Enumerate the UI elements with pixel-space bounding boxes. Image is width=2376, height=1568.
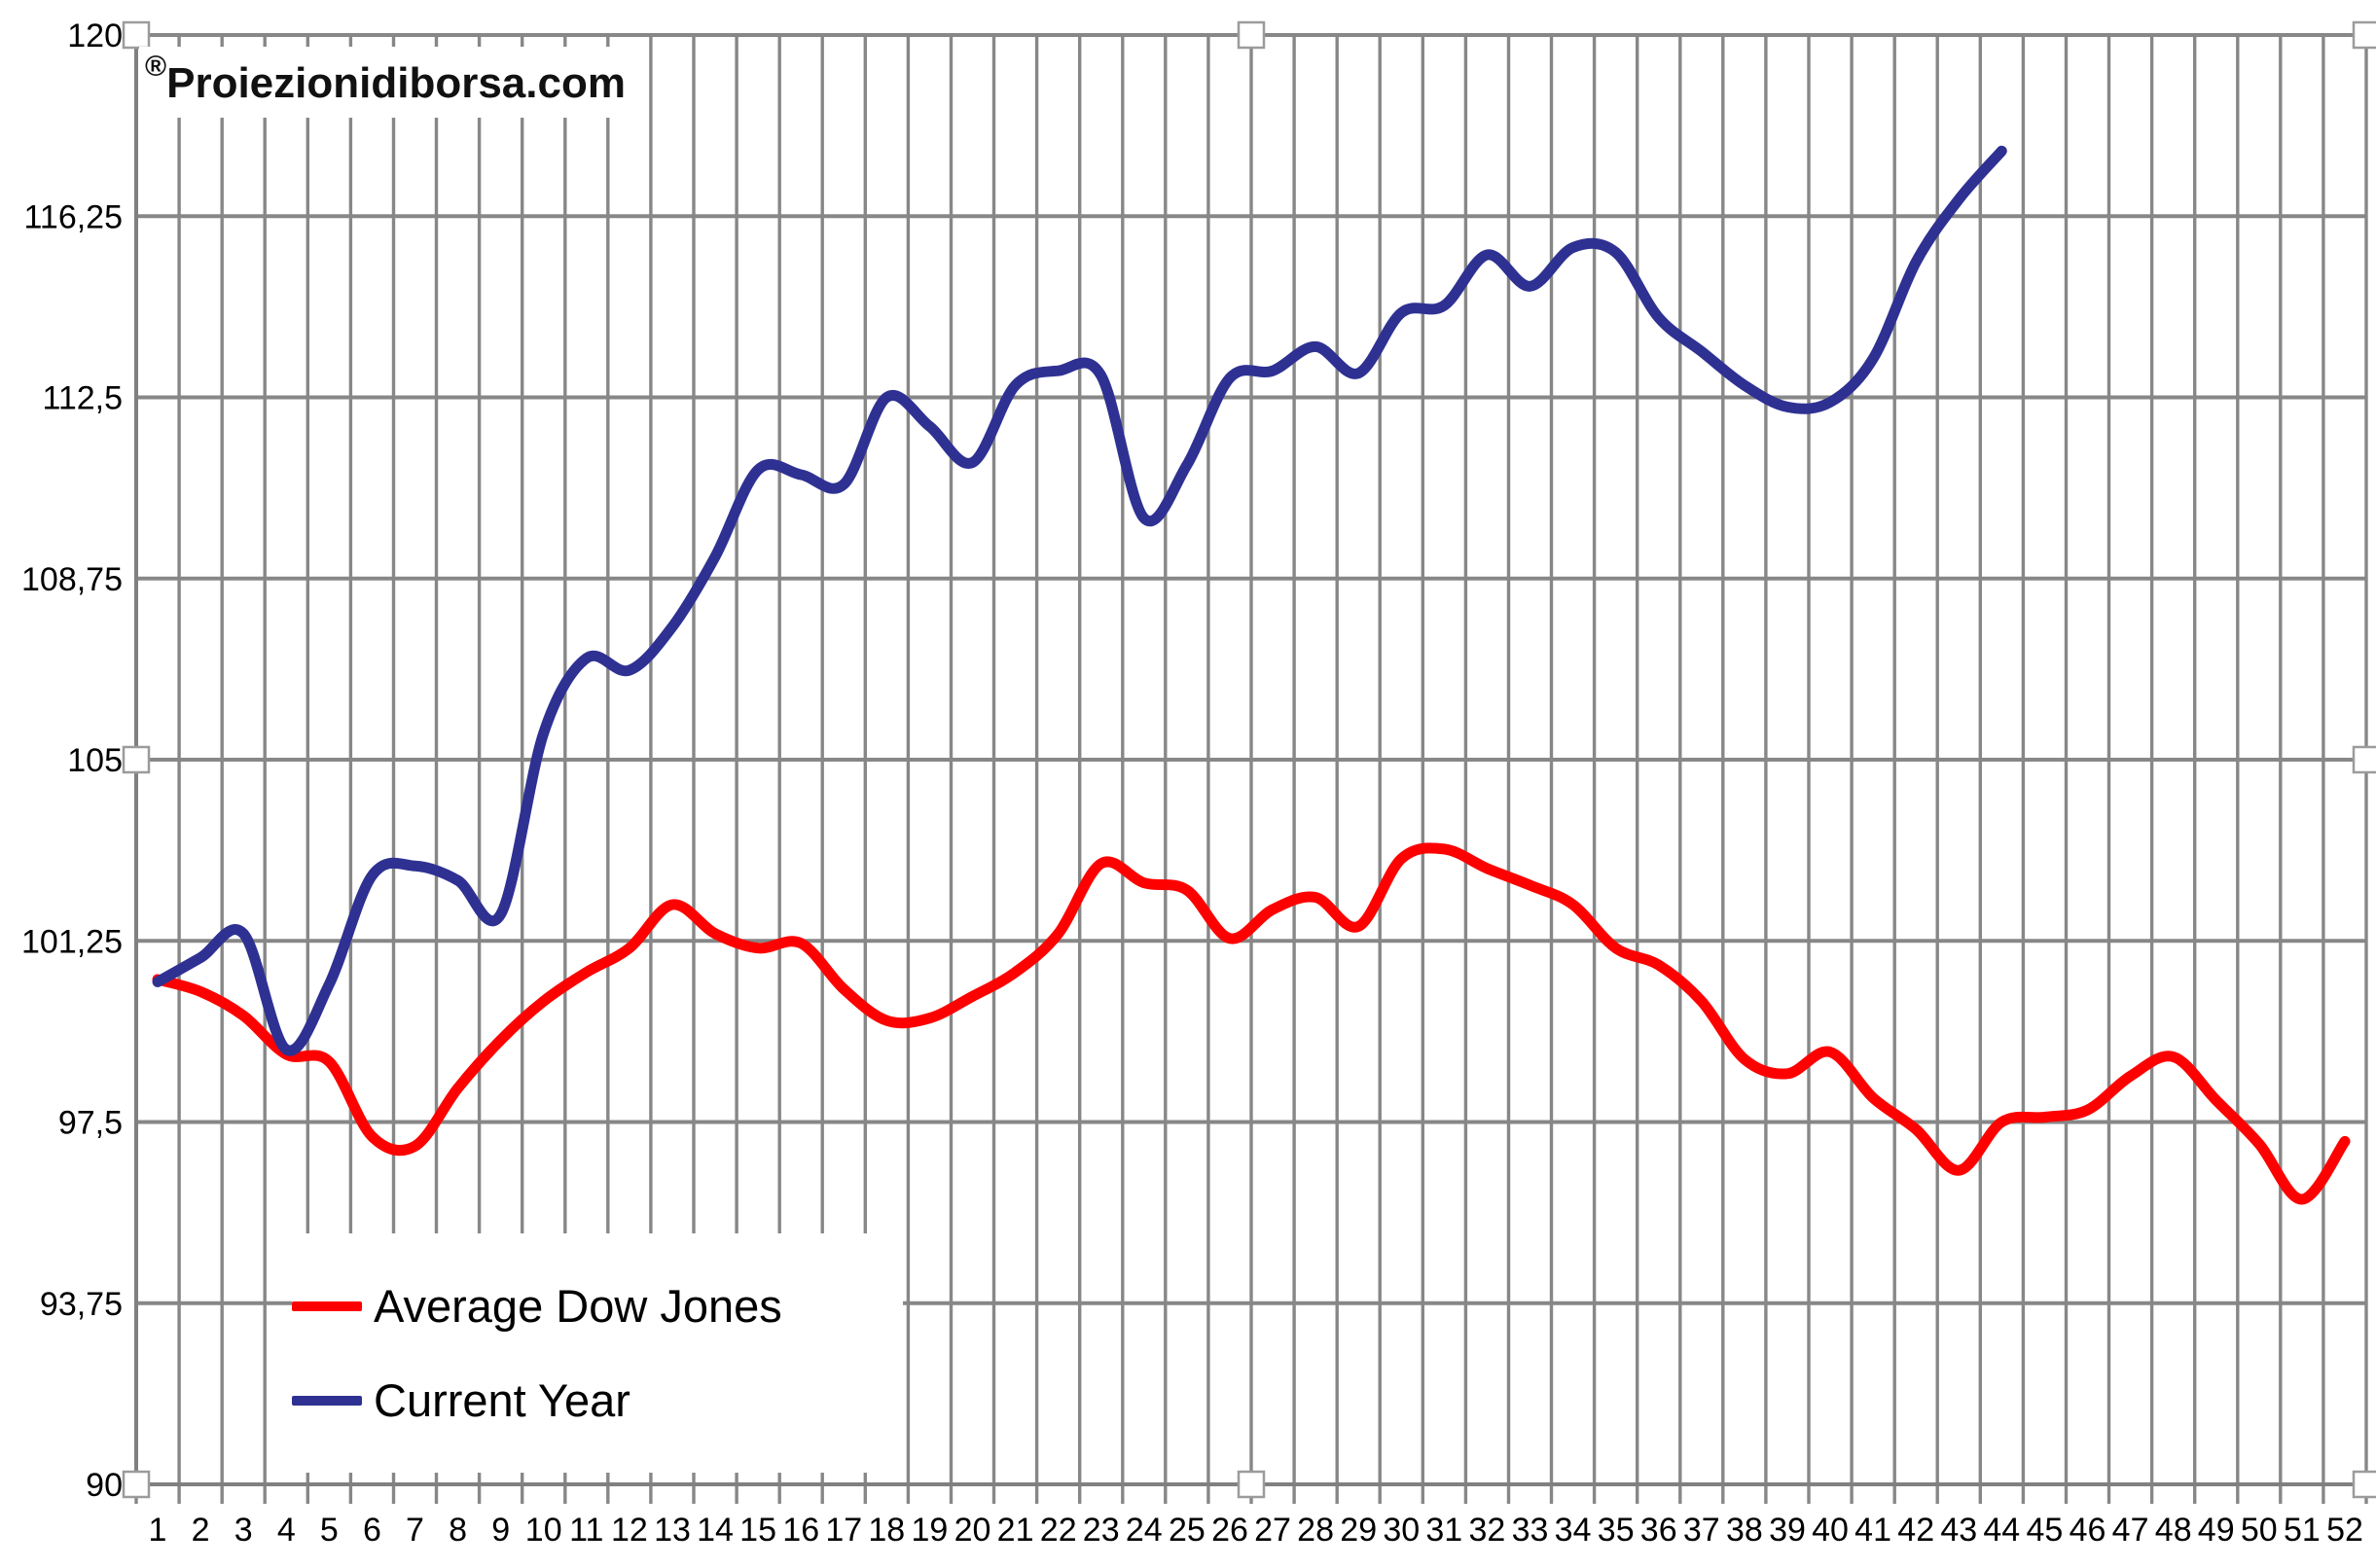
x-axis-label: 14 [697, 1512, 734, 1549]
series-line-average-dow-jones[interactable] [152, 842, 2351, 1205]
x-axis-label: 22 [1040, 1512, 1077, 1549]
x-axis-label: 46 [2070, 1512, 2106, 1549]
x-axis-label: 10 [525, 1512, 562, 1549]
x-axis-label: 29 [1340, 1512, 1377, 1549]
x-axis-label: 27 [1254, 1512, 1291, 1549]
x-axis-label: 31 [1425, 1512, 1462, 1549]
y-axis-label: 90 [86, 1467, 123, 1504]
legend-item-average-dow-jones[interactable]: Average Dow Jones [292, 1279, 903, 1333]
selection-handle[interactable] [122, 1470, 151, 1499]
x-axis-label: 44 [1983, 1512, 2020, 1549]
x-axis-label: 33 [1512, 1512, 1549, 1549]
x-axis-label: 24 [1126, 1512, 1163, 1549]
red-line-swatch-icon [292, 1301, 362, 1311]
x-axis-label: 13 [654, 1512, 691, 1549]
x-axis-label: 47 [2112, 1512, 2149, 1549]
x-axis-label: 28 [1297, 1512, 1334, 1549]
selection-handle[interactable] [2352, 745, 2376, 774]
y-axis-label: 101,25 [21, 923, 123, 960]
x-axis-label: 12 [611, 1512, 648, 1549]
x-axis-label: 50 [2241, 1512, 2278, 1549]
x-axis-label: 18 [868, 1512, 905, 1549]
legend-label: Current Year [374, 1374, 630, 1426]
y-axis-label: 93,75 [40, 1286, 123, 1323]
blue-line-swatch-icon [292, 1395, 362, 1406]
x-axis-label: 38 [1726, 1512, 1763, 1549]
x-axis-label: 49 [2198, 1512, 2235, 1549]
x-axis-label: 42 [1897, 1512, 1934, 1549]
legend-item-current-year[interactable]: Current Year [292, 1373, 903, 1427]
x-axis-label: 35 [1598, 1512, 1635, 1549]
selection-handle[interactable] [122, 20, 151, 50]
x-axis-label: 1 [149, 1512, 167, 1549]
chart-legend[interactable]: Average Dow Jones Current Year [292, 1233, 903, 1473]
selection-handle[interactable] [2352, 1470, 2376, 1499]
y-axis-label: 97,5 [58, 1105, 123, 1142]
x-axis-label: 23 [1083, 1512, 1120, 1549]
legend-label: Average Dow Jones [374, 1280, 782, 1332]
y-axis-label: 116,25 [24, 198, 123, 235]
x-axis-label: 25 [1169, 1512, 1206, 1549]
x-axis-label: 21 [997, 1512, 1034, 1549]
registered-mark-icon: ® [145, 51, 167, 83]
x-axis-label: 20 [954, 1512, 991, 1549]
selection-handle[interactable] [122, 745, 151, 774]
x-axis-label: 26 [1211, 1512, 1248, 1549]
x-axis-label: 41 [1854, 1512, 1891, 1549]
x-axis-label: 39 [1769, 1512, 1806, 1549]
x-axis-label: 48 [2155, 1512, 2192, 1549]
x-axis-label: 43 [1940, 1512, 1977, 1549]
x-axis-label: 19 [911, 1512, 948, 1549]
x-axis-label: 32 [1468, 1512, 1505, 1549]
x-axis-label: 51 [2284, 1512, 2321, 1549]
x-axis-label: 8 [449, 1512, 467, 1549]
x-axis-label: 2 [192, 1512, 210, 1549]
x-axis-label: 15 [739, 1512, 776, 1549]
watermark: ®Proiezionidiborsa.com [139, 47, 639, 118]
selection-handle[interactable] [1237, 20, 1266, 50]
watermark-text: Proiezionidiborsa.com [166, 59, 626, 107]
selection-handle[interactable] [2352, 20, 2376, 50]
x-axis-label: 36 [1640, 1512, 1677, 1549]
x-axis-label: 30 [1383, 1512, 1420, 1549]
y-axis-label: 120 [67, 18, 123, 54]
y-axis-label: 112,5 [42, 380, 123, 417]
x-axis-label: 5 [320, 1512, 339, 1549]
x-axis-label: 52 [2326, 1512, 2363, 1549]
x-axis-label: 11 [569, 1512, 603, 1549]
x-axis-label: 16 [782, 1512, 819, 1549]
x-axis-label: 3 [234, 1512, 253, 1549]
y-axis-label: 108,75 [21, 561, 123, 598]
x-axis-label: 37 [1683, 1512, 1720, 1549]
x-axis-label: 45 [2026, 1512, 2063, 1549]
series-line-current-year[interactable] [152, 145, 2007, 1056]
x-axis-label: 34 [1555, 1512, 1592, 1549]
x-axis-label: 40 [1812, 1512, 1849, 1549]
x-axis-label: 7 [406, 1512, 424, 1549]
selection-handle[interactable] [1237, 1470, 1266, 1499]
x-axis-label: 17 [825, 1512, 862, 1549]
x-axis-label: 4 [277, 1512, 296, 1549]
y-axis-label: 105 [67, 742, 123, 779]
x-axis-label: 9 [491, 1512, 510, 1549]
x-axis-label: 6 [363, 1512, 381, 1549]
